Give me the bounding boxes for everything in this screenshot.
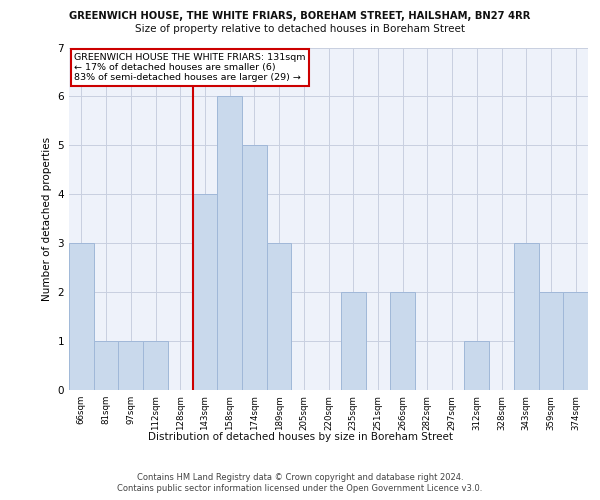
Bar bbox=[94, 341, 118, 390]
Text: GREENWICH HOUSE THE WHITE FRIARS: 131sqm
← 17% of detached houses are smaller (6: GREENWICH HOUSE THE WHITE FRIARS: 131sqm… bbox=[74, 52, 305, 82]
Y-axis label: Number of detached properties: Number of detached properties bbox=[42, 136, 52, 301]
Text: Contains public sector information licensed under the Open Government Licence v3: Contains public sector information licen… bbox=[118, 484, 482, 493]
Bar bbox=[69, 243, 94, 390]
Bar bbox=[390, 292, 415, 390]
Text: Contains HM Land Registry data © Crown copyright and database right 2024.: Contains HM Land Registry data © Crown c… bbox=[137, 472, 463, 482]
Bar bbox=[267, 243, 292, 390]
Bar bbox=[539, 292, 563, 390]
Text: Distribution of detached houses by size in Boreham Street: Distribution of detached houses by size … bbox=[148, 432, 452, 442]
Bar bbox=[118, 341, 143, 390]
Bar bbox=[341, 292, 365, 390]
Bar bbox=[563, 292, 588, 390]
Bar bbox=[514, 243, 539, 390]
Bar bbox=[464, 341, 489, 390]
Bar bbox=[217, 96, 242, 390]
Text: GREENWICH HOUSE, THE WHITE FRIARS, BOREHAM STREET, HAILSHAM, BN27 4RR: GREENWICH HOUSE, THE WHITE FRIARS, BOREH… bbox=[70, 11, 530, 21]
Bar bbox=[143, 341, 168, 390]
Bar bbox=[193, 194, 217, 390]
Text: Size of property relative to detached houses in Boreham Street: Size of property relative to detached ho… bbox=[135, 24, 465, 34]
Bar bbox=[242, 146, 267, 390]
